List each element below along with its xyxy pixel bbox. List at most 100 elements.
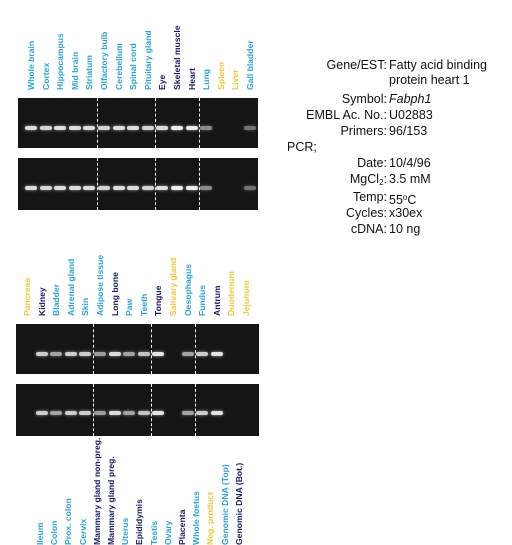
lane-label: Uterus: [120, 517, 131, 545]
gel-band: [127, 186, 140, 190]
gel-band: [79, 352, 92, 356]
gel-band: [171, 126, 183, 130]
gel-band: [79, 411, 92, 415]
lane-label: Genomic DNA (Bot.): [233, 462, 244, 545]
gel-band: [196, 352, 209, 356]
lane-group-divider: [96, 98, 98, 148]
mgcl2-label: MgCl2:: [349, 172, 387, 187]
gel-band: [185, 126, 198, 130]
gel-band: [137, 352, 150, 356]
gel-band: [83, 126, 96, 130]
gel-band: [123, 352, 136, 356]
gel-band: [200, 126, 213, 130]
gel-band: [25, 186, 37, 190]
gel-image-panel-2-bottom: [16, 384, 259, 436]
gel-band: [156, 126, 169, 130]
gel-band: [141, 186, 154, 190]
lane-label: Cervix: [77, 518, 88, 545]
gel-band: [98, 126, 110, 130]
symbol-label: Symbol:: [341, 92, 387, 106]
gel-band: [39, 126, 52, 130]
gel-band: [83, 186, 96, 190]
lane-label: Testis: [148, 520, 159, 545]
lane-group-divider: [194, 384, 196, 436]
date-value: 10/4/96: [389, 156, 431, 170]
gel-band: [35, 352, 48, 356]
gel-band: [185, 186, 198, 190]
gel-band: [244, 186, 256, 190]
gel-band: [127, 126, 140, 130]
gene-value: Fatty acid binding protein heart 1: [389, 58, 487, 87]
gel-band: [39, 186, 52, 190]
gel-band: [108, 411, 121, 415]
gel-image-panel-1-bottom: [18, 158, 258, 210]
temp-label: Temp:: [352, 190, 387, 204]
gel-band: [244, 126, 256, 130]
gel-band: [68, 126, 81, 130]
gel-band: [171, 186, 183, 190]
gel-band: [112, 186, 125, 190]
lane-group-divider: [92, 384, 94, 436]
gel-band: [68, 186, 81, 190]
mgcl2-value: 3.5 mM: [389, 172, 431, 186]
gel-band: [50, 411, 63, 415]
cycles-value: x30ex: [389, 206, 423, 220]
gel-band: [98, 186, 110, 190]
lane-label: Ovary: [162, 520, 173, 545]
lane-label: Epididymis: [134, 499, 145, 545]
gel-band: [94, 411, 106, 415]
gel-band: [64, 352, 77, 356]
gel-band: [181, 411, 194, 415]
gel-band: [25, 126, 37, 130]
gel-band: [112, 126, 125, 130]
gel-band: [156, 186, 169, 190]
gel-band: [210, 352, 223, 356]
gel-band: [152, 352, 165, 356]
lane-group-divider: [198, 98, 200, 148]
gel-band: [137, 411, 150, 415]
symbol-value: Fabph1: [389, 92, 432, 106]
gel-image-panel-1-top: [18, 98, 258, 148]
cdna-value: 10 ng: [389, 222, 421, 236]
primers-label: Primers:: [340, 124, 387, 138]
lane-label: Placenta: [177, 509, 187, 545]
lane-label: Mammary gland preg.: [106, 456, 116, 545]
gel-image-panel-2-top: [16, 324, 259, 374]
lane-group-divider: [96, 158, 98, 210]
gel-band: [196, 411, 209, 415]
cdna-label: cDNA:: [350, 222, 387, 236]
lane-group-divider: [151, 324, 153, 374]
gel-band: [64, 411, 77, 415]
gel-band: [94, 352, 106, 356]
gel-band: [108, 352, 121, 356]
embl-value: U02883: [389, 108, 433, 122]
lane-group-divider: [198, 158, 200, 210]
pcr-label: PCR;: [287, 140, 317, 154]
gel-band: [152, 411, 165, 415]
lane-group-divider: [155, 158, 157, 210]
lane-label: Mammary gland non-preg.: [91, 437, 102, 545]
lane-group-divider: [151, 384, 153, 436]
gel-band: [181, 352, 194, 356]
gene-label: Gene/EST:: [326, 58, 387, 72]
lane-group-divider: [155, 98, 157, 148]
gel-band: [54, 126, 67, 130]
lane-label: Neg. product: [205, 492, 216, 545]
primers-value: 96/153: [389, 124, 428, 138]
date-label: Date:: [357, 156, 387, 170]
lane-group-divider: [194, 324, 196, 374]
gel-band: [50, 352, 63, 356]
gel-band: [210, 411, 223, 415]
embl-label: EMBL Ac. No.:: [306, 108, 387, 122]
gel-band: [35, 411, 48, 415]
lane-label: Colon: [49, 520, 60, 545]
lane-label: Genomic DNA (Top): [219, 464, 230, 545]
lane-label: Whole foetus: [191, 491, 202, 545]
lane-label: Ileum: [35, 522, 45, 545]
gel-band: [200, 186, 213, 190]
lane-label: Prox. colon: [63, 498, 74, 545]
temp-value: 55oC: [389, 193, 417, 207]
gel-band: [141, 126, 154, 130]
cycles-label: Cycles:: [346, 206, 387, 220]
lane-group-divider: [92, 324, 94, 374]
